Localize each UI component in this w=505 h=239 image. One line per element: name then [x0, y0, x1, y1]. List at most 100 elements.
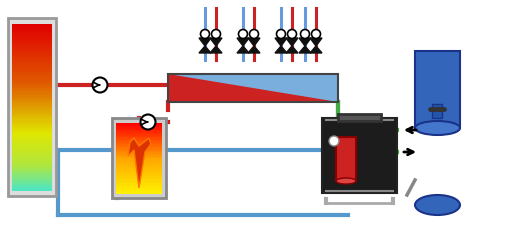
Bar [12, 178, 52, 180]
Bar [12, 63, 52, 66]
Bar [12, 95, 52, 97]
Bar [12, 117, 52, 120]
Bar [116, 136, 162, 137]
Bar [116, 171, 162, 173]
Bar [116, 187, 162, 189]
Circle shape [276, 29, 285, 38]
Bar [12, 136, 52, 139]
Bar [12, 45, 52, 47]
Bar [12, 126, 52, 128]
Bar [12, 43, 52, 45]
Bar [12, 147, 52, 149]
Bar [12, 159, 52, 162]
Bar [12, 113, 52, 116]
Bar [12, 128, 52, 130]
Bar [12, 130, 52, 132]
Bar [116, 159, 162, 161]
Polygon shape [128, 138, 150, 188]
Ellipse shape [414, 121, 459, 135]
Bar [321, 118, 396, 193]
Bar [116, 147, 162, 149]
Polygon shape [274, 38, 286, 46]
Bar [12, 61, 52, 64]
Bar [116, 180, 162, 182]
Bar [12, 144, 52, 147]
Bar [116, 144, 162, 146]
Bar [116, 133, 162, 135]
Bar [12, 109, 52, 112]
Bar [12, 151, 52, 153]
Bar [116, 189, 162, 191]
Bar [12, 30, 52, 33]
Bar [12, 76, 52, 78]
Bar [12, 107, 52, 109]
Bar [12, 84, 52, 87]
Bar [12, 157, 52, 159]
Bar [116, 138, 162, 140]
Bar [414, 51, 459, 128]
Circle shape [249, 29, 258, 38]
Bar [12, 41, 52, 43]
Circle shape [328, 136, 338, 146]
Bar [12, 124, 52, 126]
Bar [116, 141, 162, 143]
Bar [12, 90, 52, 93]
Bar [12, 140, 52, 143]
Bar [431, 104, 441, 118]
Bar [116, 143, 162, 145]
Bar [116, 145, 162, 147]
Bar [12, 34, 52, 37]
Bar [12, 82, 52, 85]
Bar [12, 68, 52, 70]
Bar [12, 72, 52, 74]
Polygon shape [274, 46, 286, 53]
Bar [112, 118, 166, 198]
Bar [12, 111, 52, 114]
Bar [116, 158, 162, 160]
Bar [168, 74, 337, 102]
Circle shape [140, 114, 155, 130]
Bar [116, 179, 162, 181]
Polygon shape [247, 46, 260, 53]
Polygon shape [236, 38, 248, 46]
Bar [12, 37, 52, 39]
Bar [116, 157, 162, 158]
Bar [116, 166, 162, 168]
Circle shape [211, 29, 220, 38]
Polygon shape [310, 46, 321, 53]
Bar [12, 99, 52, 101]
Circle shape [200, 29, 209, 38]
Ellipse shape [414, 195, 459, 215]
Bar [12, 148, 52, 151]
Bar [116, 140, 162, 142]
Bar [12, 186, 52, 188]
Bar [12, 38, 52, 41]
Bar [12, 28, 52, 31]
Bar [12, 175, 52, 178]
Bar [116, 164, 162, 165]
Bar [116, 192, 162, 194]
Bar [116, 172, 162, 174]
Bar [116, 175, 162, 177]
Bar [116, 168, 162, 170]
Bar [12, 103, 52, 105]
Bar [116, 125, 162, 126]
Circle shape [238, 29, 247, 38]
Bar [12, 155, 52, 157]
Bar [12, 88, 52, 91]
Bar [12, 59, 52, 62]
Polygon shape [298, 38, 311, 46]
Bar [12, 180, 52, 182]
Bar [12, 57, 52, 60]
Bar [116, 178, 162, 179]
Bar [12, 132, 52, 135]
Bar [335, 137, 356, 181]
Bar [116, 123, 162, 125]
Bar [12, 51, 52, 54]
Bar [116, 126, 162, 128]
Circle shape [311, 29, 320, 38]
Polygon shape [198, 38, 211, 46]
Bar [12, 167, 52, 170]
Bar [116, 182, 162, 184]
Bar [8, 18, 56, 196]
